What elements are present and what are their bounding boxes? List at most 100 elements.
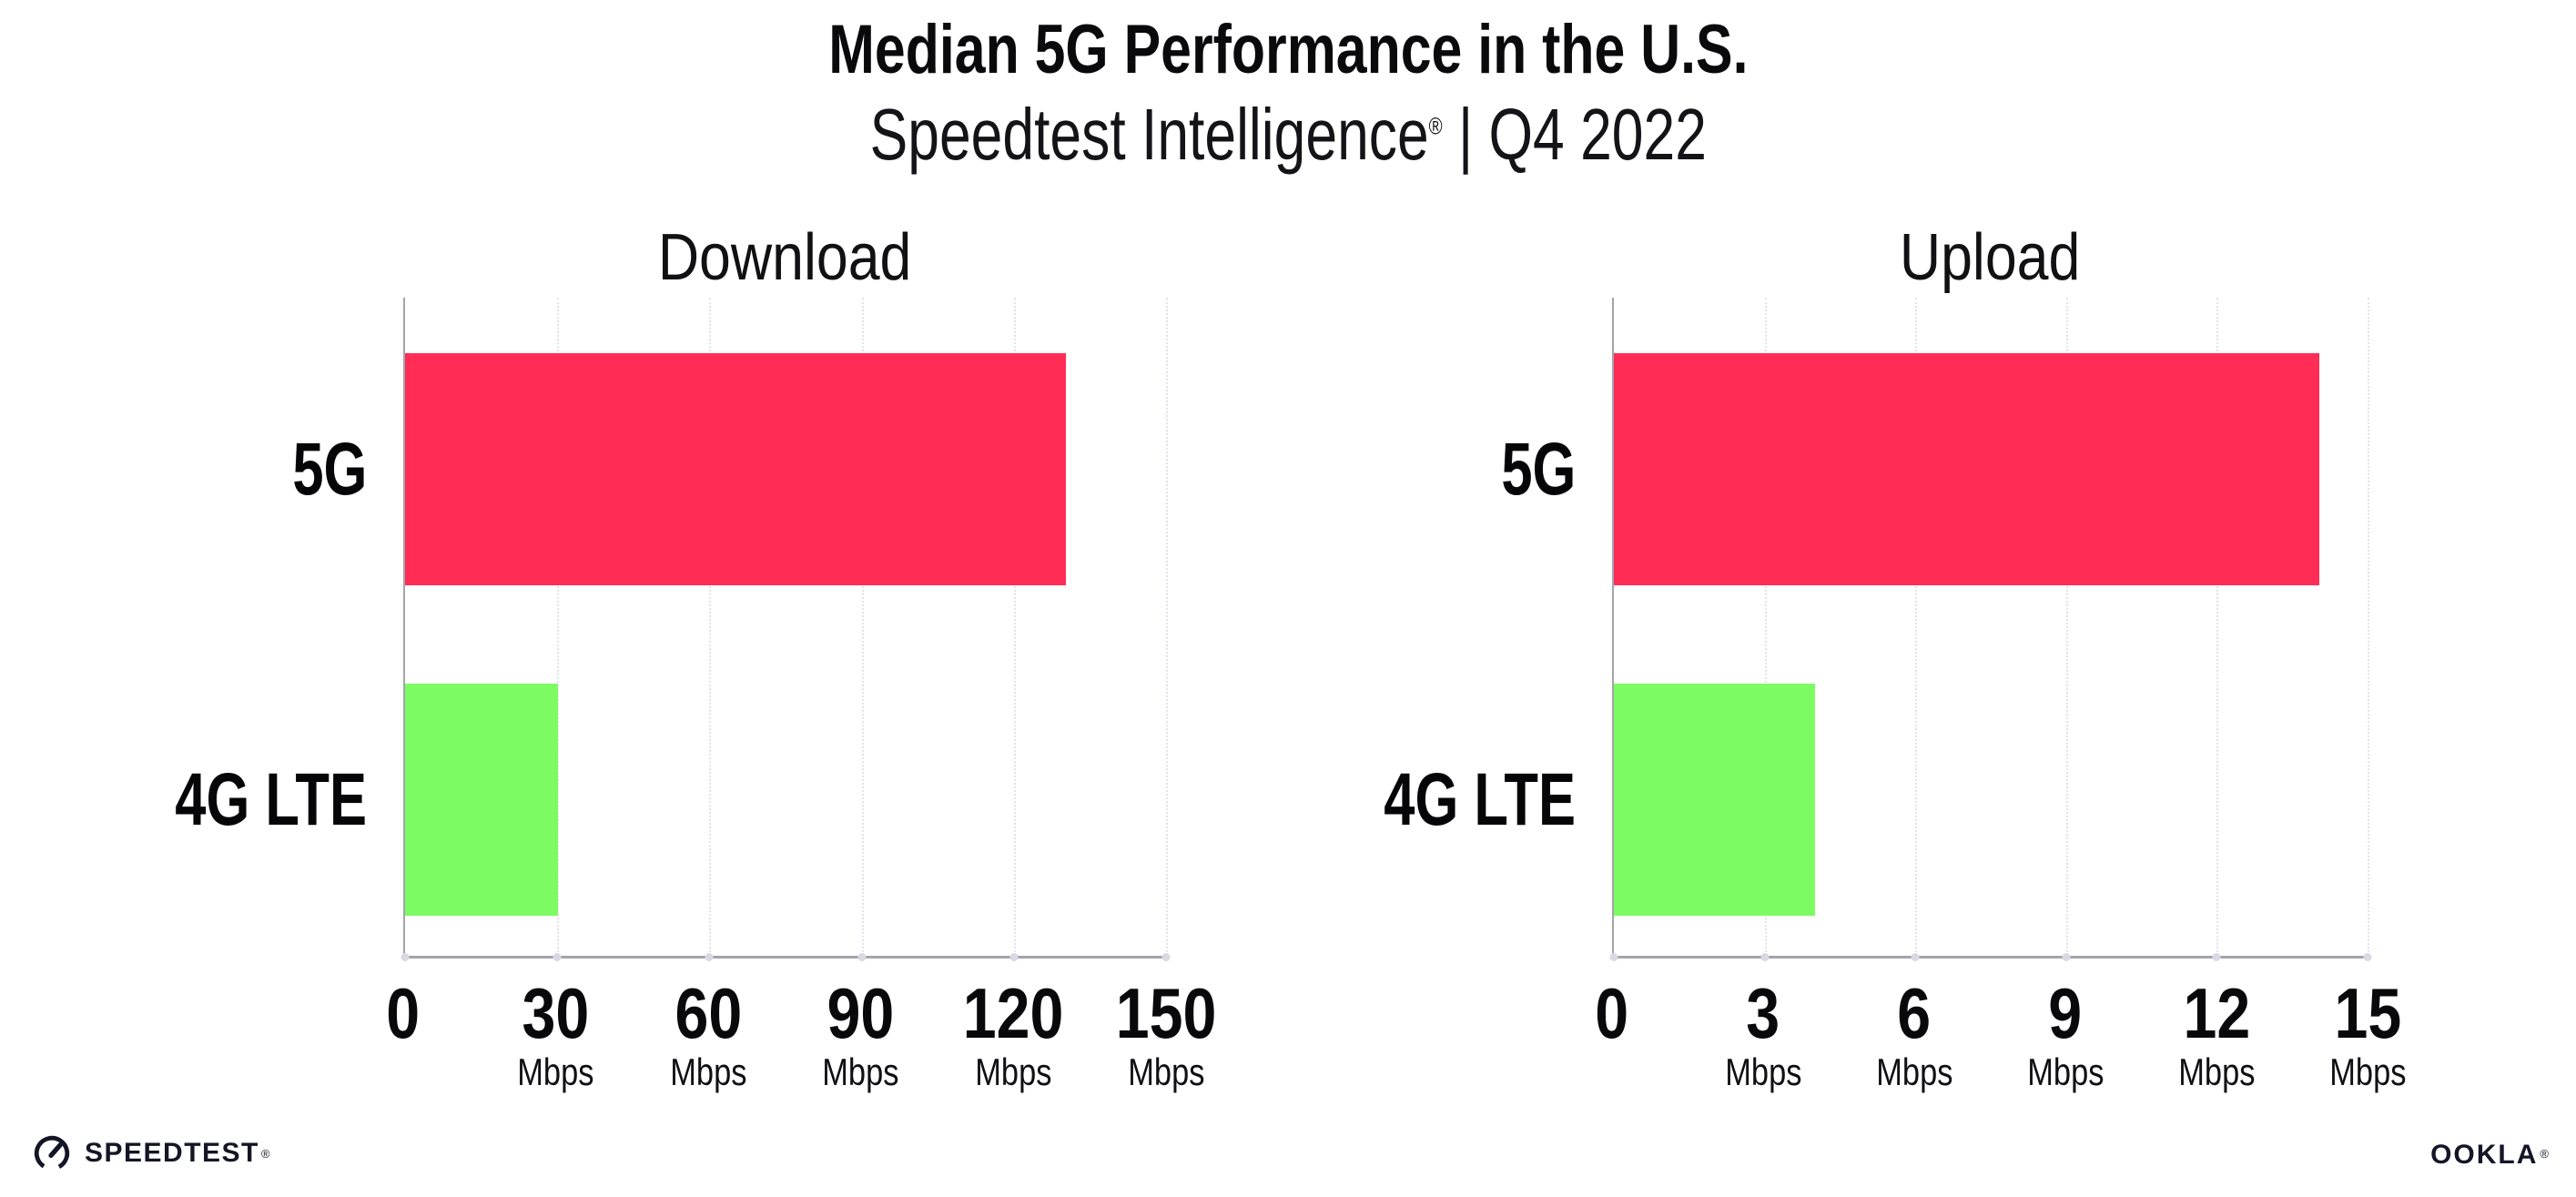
x-tick-unit-text: Mbps	[1127, 1050, 1205, 1093]
gridline-60-mbps	[709, 298, 712, 956]
x-tick-value-text: 15	[2334, 973, 2401, 1053]
x-tick-unit-text: Mbps	[1875, 1050, 1953, 1093]
x-tick-value: 12	[2144, 978, 2289, 1049]
x-tick-value-text: 12	[2183, 973, 2250, 1053]
speedtest-registered-mark-icon: ®	[260, 1146, 270, 1161]
ookla-registered-mark-icon: ®	[2540, 1146, 2549, 1161]
ookla-logo: OOKLA ®	[2430, 1140, 2549, 1171]
registered-mark-icon: ®	[1428, 112, 1443, 140]
page-title: Median 5G Performance in the U.S.	[0, 13, 2576, 87]
axis-tick-dot	[2363, 953, 2372, 961]
x-tick-unit-text: Mbps	[2328, 1050, 2407, 1093]
x-tick-9: 9 Mbps	[1993, 978, 2138, 1092]
x-tick-unit-text: Mbps	[670, 1050, 747, 1093]
subtitle-brand: Speedtest Intelligence	[869, 94, 1429, 175]
x-tick-value-text: 6	[1897, 973, 1932, 1053]
axis-tick-dot	[1009, 953, 1019, 961]
x-tick-30: 30 Mbps	[483, 978, 629, 1092]
x-tick-3: 3 Mbps	[1690, 978, 1836, 1092]
bar-upload-5g	[1614, 353, 2319, 585]
plot-area-upload	[1609, 298, 2372, 961]
gridline-120-mbps	[1013, 298, 1016, 956]
x-tick-unit: Mbps	[1690, 1052, 1836, 1092]
x-tick-value: 0	[1539, 978, 1685, 1049]
x-tick-unit: Mbps	[788, 1052, 934, 1092]
page-subtitle-text: Speedtest Intelligence® | Q4 2022	[869, 95, 1706, 175]
x-tick-value-text: 3	[1746, 973, 1780, 1053]
subtitle-period: | Q4 2022	[1442, 94, 1707, 175]
gridline-6-mbps	[1915, 298, 1918, 956]
x-tick-60: 60 Mbps	[635, 978, 781, 1092]
x-tick-value: 9	[1993, 978, 2138, 1049]
chart-title-upload: Upload	[1612, 224, 2368, 291]
category-label-4g-lte: 4G LTE	[0, 757, 367, 841]
x-tick-unit: Mbps	[2295, 1052, 2440, 1092]
category-label-text: 5G	[1500, 427, 1576, 511]
axis-tick-dot	[2062, 953, 2071, 961]
x-tick-unit-text: Mbps	[2026, 1050, 2104, 1093]
footer: SPEEDTEST ® OOKLA ®	[0, 1127, 2576, 1191]
chart-title-download: Download	[403, 224, 1166, 291]
x-tick-120: 120 Mbps	[940, 978, 1086, 1092]
x-tick-value-text: 60	[674, 973, 743, 1053]
x-tick-unit-text: Mbps	[975, 1050, 1052, 1093]
x-tick-value-text: 120	[963, 973, 1064, 1053]
x-tick-value: 15	[2295, 978, 2440, 1049]
x-tick-unit-text: Mbps	[517, 1050, 594, 1093]
category-label-text: 4G LTE	[175, 757, 367, 841]
x-tick-value: 3	[1690, 978, 1836, 1049]
x-tick-value-text: 9	[2048, 973, 2083, 1053]
axis-tick-dot	[1609, 953, 1618, 961]
axis-tick-dot	[1760, 953, 1770, 961]
gridline-9-mbps	[2065, 298, 2068, 956]
x-tick-12: 12 Mbps	[2144, 978, 2289, 1092]
x-tick-value: 90	[788, 978, 934, 1049]
x-tick-unit: Mbps	[635, 1052, 781, 1092]
speedtest-logo: SPEEDTEST ®	[31, 1132, 269, 1174]
category-label-5g: 5G	[0, 427, 367, 511]
page-subtitle: Speedtest Intelligence® | Q4 2022	[0, 95, 2576, 175]
x-tick-value-text: 150	[1115, 973, 1217, 1053]
speedtest-gauge-icon	[34, 1135, 70, 1172]
axis-tick-dot	[705, 953, 714, 961]
x-tick-unit-text: Mbps	[822, 1050, 899, 1093]
axis-tick-dot	[857, 953, 867, 961]
x-tick-value: 6	[1841, 978, 1987, 1049]
x-tick-value: 30	[483, 978, 629, 1049]
ookla-wordmark: OOKLA	[2430, 1140, 2539, 1170]
x-tick-value: 60	[635, 978, 781, 1049]
page-title-text: Median 5G Performance in the U.S.	[827, 11, 1749, 88]
x-tick-value: 120	[940, 978, 1086, 1049]
axis-tick-dot	[2212, 953, 2221, 961]
x-tick-value: 150	[1093, 978, 1239, 1049]
x-tick-unit: Mbps	[1993, 1052, 2138, 1092]
bar-download-4g-lte	[405, 684, 558, 916]
category-label-5g: 5G	[1184, 427, 1576, 511]
x-tick-150: 150 Mbps	[1093, 978, 1239, 1092]
gridline-150-mbps	[1166, 298, 1168, 956]
gridline-12-mbps	[2216, 298, 2219, 956]
chart-title-text: Upload	[1899, 221, 2081, 294]
x-tick-unit-text: Mbps	[2177, 1050, 2256, 1093]
gridline-3-mbps	[1764, 298, 1767, 956]
x-tick-value-text: 0	[386, 973, 421, 1053]
axis-tick-dot	[1161, 953, 1171, 961]
x-tick-value-text: 30	[522, 973, 590, 1053]
category-label-4g-lte: 4G LTE	[1184, 760, 1576, 839]
x-tick-unit: Mbps	[940, 1052, 1086, 1092]
speedtest-wordmark: SPEEDTEST	[85, 1138, 259, 1168]
x-tick-unit: Mbps	[1841, 1052, 1987, 1092]
x-tick-0: 0	[1539, 978, 1685, 1049]
x-tick-value-text: 90	[827, 973, 895, 1053]
category-label-text: 5G	[291, 427, 367, 511]
x-tick-15: 15 Mbps	[2295, 978, 2440, 1092]
bar-download-5g	[405, 353, 1067, 585]
x-tick-value: 0	[330, 978, 476, 1049]
x-tick-unit: Mbps	[2144, 1052, 2289, 1092]
x-tick-6: 6 Mbps	[1841, 978, 1987, 1092]
x-tick-0: 0	[330, 978, 476, 1049]
x-tick-unit: Mbps	[1093, 1052, 1239, 1092]
gridline-90-mbps	[861, 298, 864, 956]
plot-area-download	[401, 298, 1171, 961]
